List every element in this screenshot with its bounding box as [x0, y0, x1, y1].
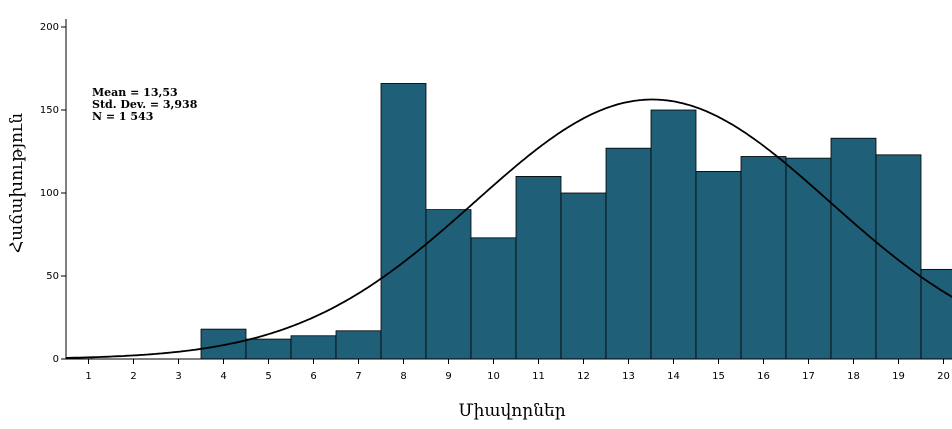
histogram-bar-13: [605, 147, 652, 360]
x-tick-label-14: 14: [667, 371, 680, 382]
histogram-bar-19: [875, 154, 922, 360]
x-tick-label-13: 13: [622, 371, 635, 382]
histogram-bar-17: [785, 157, 832, 360]
x-tick-label-9: 9: [445, 371, 451, 382]
x-tick-label-12: 12: [577, 371, 590, 382]
histogram-bar-4: [200, 328, 247, 360]
histogram-bar-16: [740, 156, 787, 360]
x-tick-label-19: 19: [892, 371, 905, 382]
x-tick-label-17: 17: [802, 371, 815, 382]
x-tick-label-7: 7: [355, 371, 361, 382]
x-tick-label-16: 16: [757, 371, 770, 382]
x-tick-label-6: 6: [310, 371, 316, 382]
x-axis-title: Միավորներ: [458, 401, 565, 421]
x-tick-label-1: 1: [85, 371, 91, 382]
x-tick-label-5: 5: [265, 371, 271, 382]
x-tick-label-4: 4: [220, 371, 226, 382]
x-tick-label-18: 18: [847, 371, 860, 382]
bars-group: [200, 83, 952, 360]
x-tick-label-2: 2: [130, 371, 136, 382]
y-tick-label-50: 50: [46, 271, 59, 282]
stats-line-2: Std. Dev. = 3,938: [92, 98, 198, 111]
histogram-bar-20: [920, 268, 952, 360]
histogram-bar-18: [830, 137, 877, 360]
histogram-bar-8: [380, 83, 427, 360]
stats-line-1: Mean = 13,53: [92, 86, 178, 99]
histogram-bar-12: [560, 192, 607, 360]
histogram-bar-7: [335, 330, 382, 360]
y-tick-label-150: 150: [40, 105, 59, 116]
y-axis-title: Հաճախություն: [7, 113, 27, 253]
histogram-bar-5: [245, 338, 292, 360]
normal-curve: [66, 98, 952, 359]
histogram-bar-9: [425, 209, 472, 360]
histogram-bar-15: [695, 171, 742, 360]
histogram-bar-11: [515, 175, 562, 360]
x-tick-label-20: 20: [937, 371, 950, 382]
histogram-bar-14: [650, 109, 697, 360]
x-tick-label-15: 15: [712, 371, 725, 382]
stats-line-3: N = 1 543: [92, 110, 153, 123]
x-tick-label-11: 11: [532, 371, 545, 382]
histogram-bar-6: [290, 335, 337, 360]
histogram-bar-10: [470, 237, 517, 360]
axes-group: [65, 19, 952, 360]
y-tick-label-200: 200: [40, 22, 59, 33]
y-tick-label-100: 100: [40, 188, 59, 199]
y-tick-label-0: 0: [53, 354, 59, 365]
x-tick-label-10: 10: [487, 371, 500, 382]
x-tick-label-8: 8: [400, 371, 406, 382]
x-tick-label-3: 3: [175, 371, 181, 382]
